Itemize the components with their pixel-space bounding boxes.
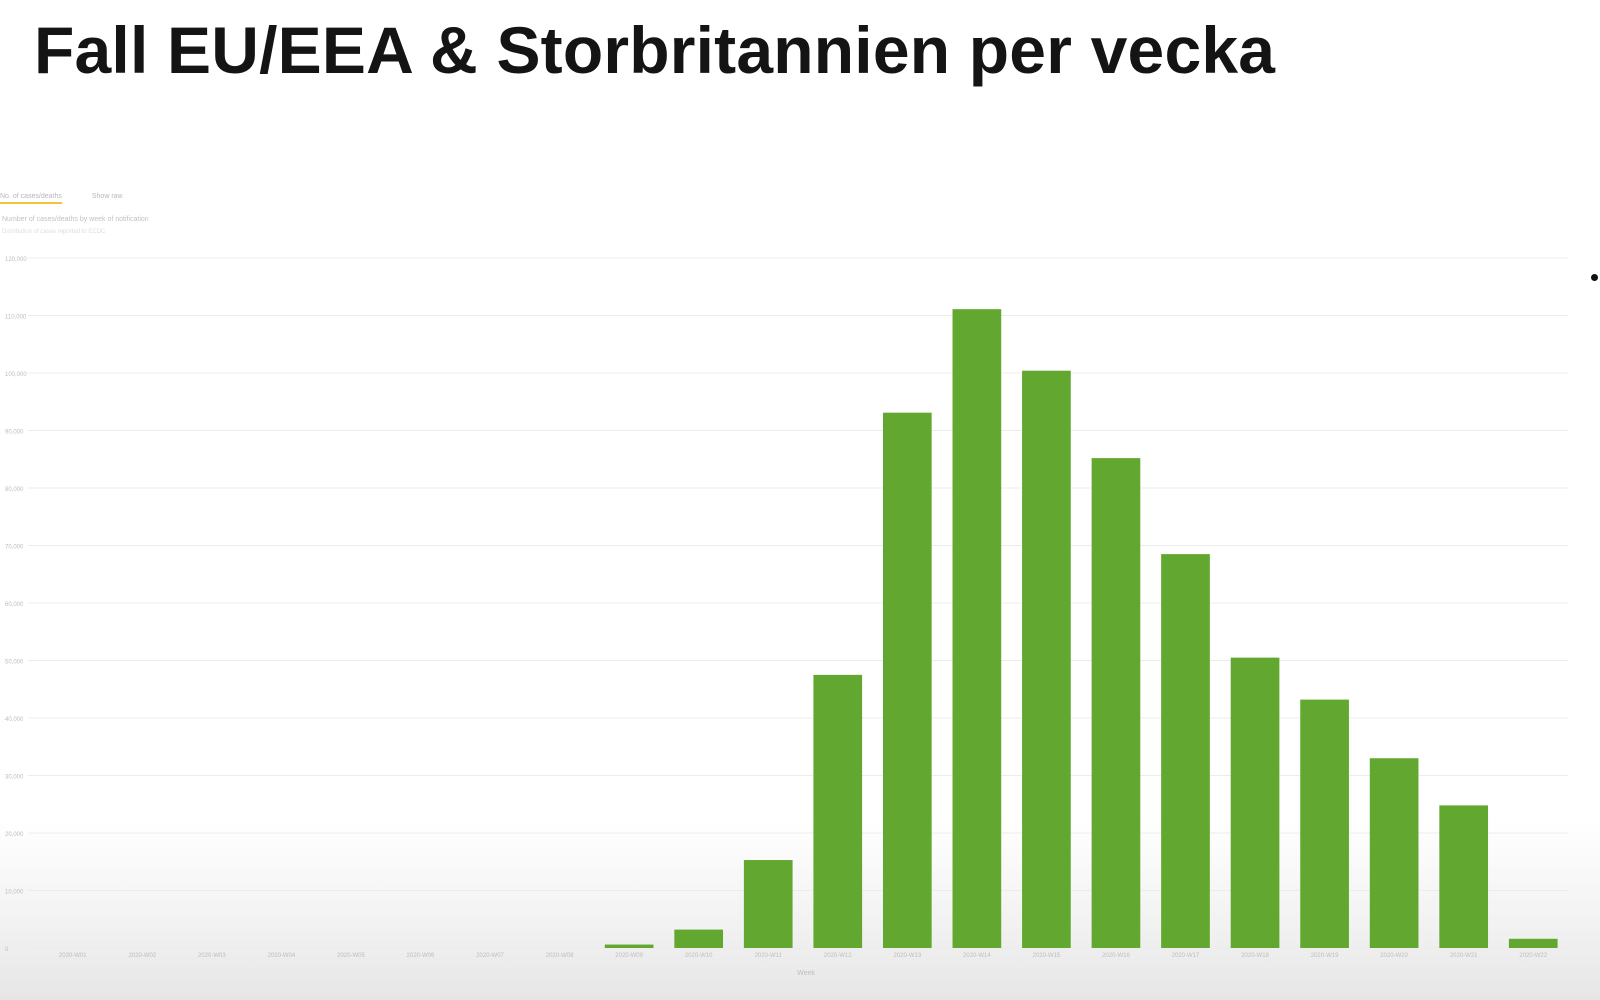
legend-item-cases[interactable]: No. of cases/deaths xyxy=(0,193,62,204)
y-tick-label: 50,000 xyxy=(5,660,24,666)
bar-2020-W11[interactable] xyxy=(743,860,793,948)
x-tick-label: 2020-W17 xyxy=(1172,953,1200,959)
y-tick-label: 100,000 xyxy=(5,372,27,378)
legend-item-show-raw[interactable]: Show raw xyxy=(91,193,123,200)
y-tick-label: 0 xyxy=(5,947,9,953)
x-tick-label: 2020-W22 xyxy=(1519,953,1547,959)
bar-2020-W17[interactable] xyxy=(1161,554,1210,948)
x-tick-label: 2020-W16 xyxy=(1102,953,1130,959)
bar-2020-W18[interactable] xyxy=(1230,657,1280,948)
x-tick-label: 2020-W03 xyxy=(198,953,226,959)
x-tick-label: 2020-W08 xyxy=(546,953,574,959)
x-tick-label: 2020-W04 xyxy=(268,953,296,959)
x-tick-label: 2020-W06 xyxy=(407,953,435,959)
chart-subtitle: Number of cases/deaths by week of notifi… xyxy=(2,216,149,223)
x-tick-label: 2020-W13 xyxy=(893,953,921,959)
y-tick-label: 120,000 xyxy=(5,257,27,263)
bar-2020-W19[interactable] xyxy=(1300,699,1349,948)
x-tick-label: 2020-W21 xyxy=(1450,953,1478,959)
slide-title: Fall EU/EEA & Storbritannien per vecka xyxy=(34,13,1276,87)
bar-2020-W15[interactable] xyxy=(1022,370,1071,948)
x-tick-label: 2020-W15 xyxy=(1033,953,1061,959)
x-tick-label: 2020-W05 xyxy=(337,953,365,959)
bar-2020-W14[interactable] xyxy=(952,309,1002,948)
x-tick-label: 2020-W11 xyxy=(755,953,783,959)
y-tick-label: 20,000 xyxy=(5,832,24,838)
y-tick-label: 40,000 xyxy=(5,717,24,723)
x-tick-label: 2020-W10 xyxy=(685,953,713,959)
x-tick-label: 2020-W14 xyxy=(963,953,991,959)
gridlines xyxy=(28,257,1568,949)
y-tick-label: 110,000 xyxy=(5,315,27,321)
x-tick-label: 2020-W07 xyxy=(476,953,504,959)
x-tick-label: 2020-W18 xyxy=(1241,953,1269,959)
y-tick-label: 60,000 xyxy=(5,602,24,608)
x-tick-label: 2020-W01 xyxy=(59,953,87,959)
x-axis-label: Week xyxy=(797,970,815,977)
y-tick-label: 30,000 xyxy=(5,775,24,781)
y-tick-label: 70,000 xyxy=(5,545,24,551)
y-axis-ticks: 0 10,000 20,000 30,000 40,000 50,000 60,000 70,… xyxy=(5,257,27,953)
x-tick-label: 2020-W02 xyxy=(128,953,156,959)
bar-2020-W13[interactable] xyxy=(882,412,932,948)
y-tick-label: 10,000 xyxy=(5,890,24,896)
x-axis-ticks: 2020-W01 2020-W02 2020-W03 2020-W04 2020-W05… xyxy=(59,953,1548,959)
y-tick-label: 80,000 xyxy=(5,487,24,493)
bar-2020-W22[interactable] xyxy=(1508,938,1558,948)
bars xyxy=(604,309,1558,948)
x-tick-label: 2020-W20 xyxy=(1380,953,1408,959)
bar-2020-W21[interactable] xyxy=(1439,805,1489,948)
chart-note: Distribution of cases reported to ECDC xyxy=(2,229,106,235)
bar-2020-W10[interactable] xyxy=(674,929,724,948)
bar-2020-W09[interactable] xyxy=(604,944,654,948)
x-tick-label: 2020-W12 xyxy=(824,953,852,959)
x-tick-label: 2020-W09 xyxy=(615,953,643,959)
bar-2020-W20[interactable] xyxy=(1369,758,1419,948)
bar-2020-W12[interactable] xyxy=(813,674,863,948)
chart-legend: No. of cases/deaths Show raw xyxy=(0,193,123,204)
x-tick-label: 2020-W19 xyxy=(1311,953,1339,959)
cursor-icon xyxy=(1591,274,1598,281)
y-tick-label: 90,000 xyxy=(5,430,24,436)
bar-2020-W16[interactable] xyxy=(1091,458,1141,948)
